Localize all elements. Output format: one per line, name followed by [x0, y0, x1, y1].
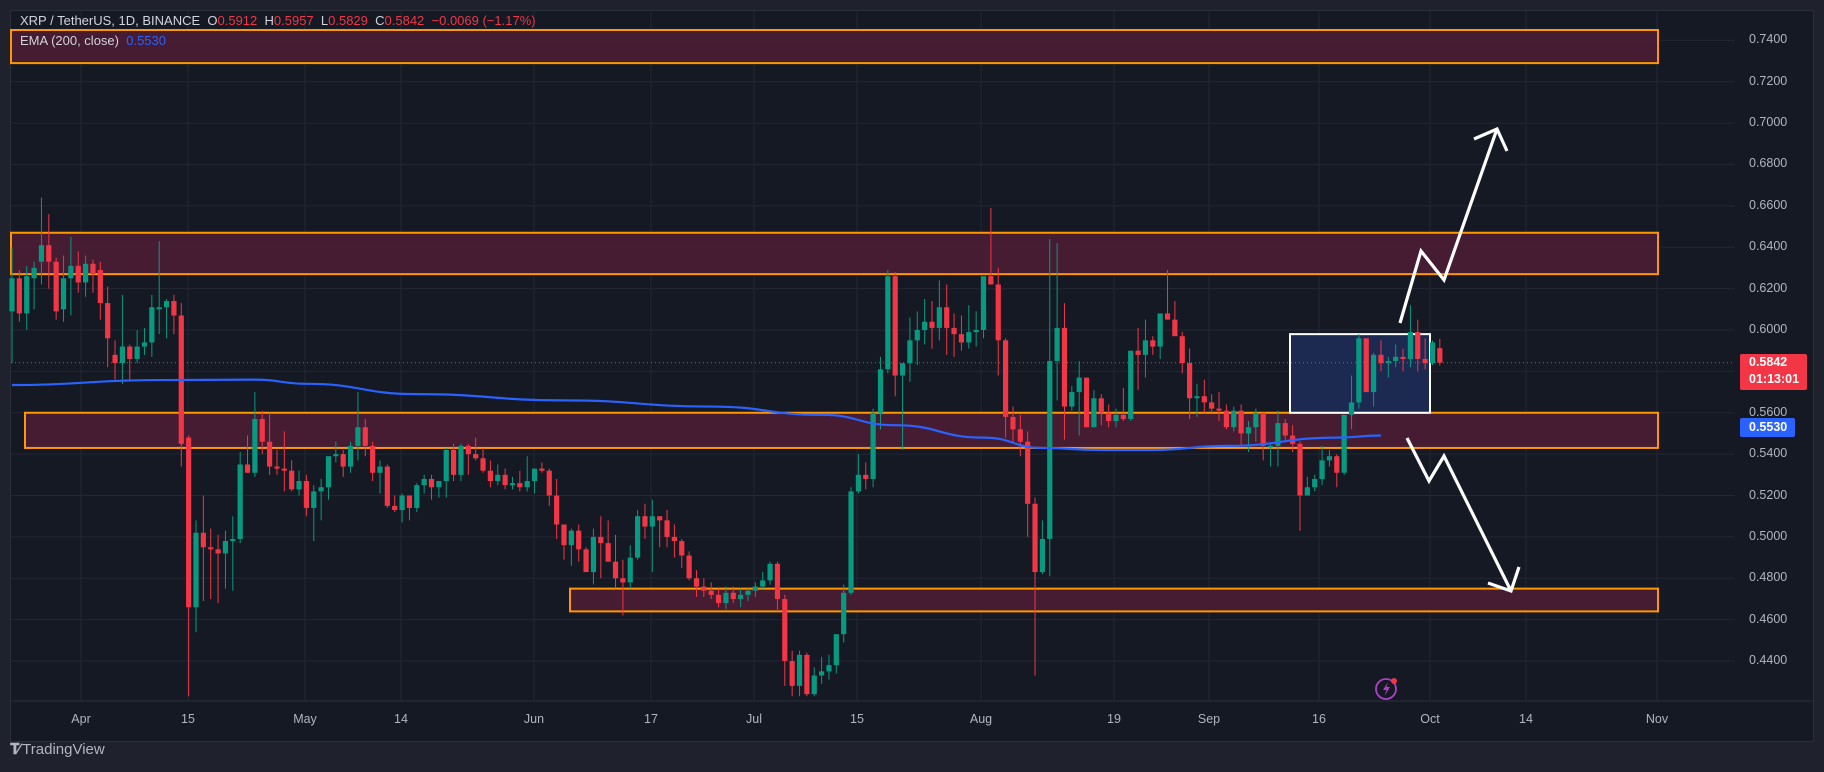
time-tick-label: Apr — [71, 712, 91, 726]
ema-200-line — [11, 378, 1381, 452]
time-tick-label: Oct — [1420, 712, 1440, 726]
price-tick-label: 0.4800 — [1749, 570, 1788, 585]
high-value: 0.5957 — [273, 13, 314, 28]
price-tick-label: 0.4400 — [1749, 653, 1788, 668]
zone-resistance[interactable] — [10, 231, 1659, 276]
time-tick-label: 15 — [181, 712, 195, 726]
price-tick-label: 0.7400 — [1749, 32, 1788, 47]
time-tick-label: Nov — [1645, 712, 1669, 726]
close-value: 0.5842 — [384, 13, 425, 28]
time-tick-label: Jul — [746, 712, 762, 726]
high-label: H — [264, 13, 274, 28]
open-value: 0.5912 — [217, 13, 258, 28]
symbol-legend[interactable]: XRP / TetherUS, 1D, BINANCE O0.5912 H0.5… — [20, 13, 536, 28]
candlesticks — [9, 197, 1443, 697]
ema-value: 0.5530 — [126, 33, 166, 48]
last-price-value: 0.5842 — [1749, 355, 1788, 369]
arrow-annotations[interactable] — [1398, 126, 1521, 594]
time-tick-label: 16 — [1312, 712, 1326, 726]
price-tick-label: 0.7200 — [1749, 73, 1788, 88]
bearish-arrow — [1405, 437, 1513, 592]
time-tick-label: Aug — [969, 712, 993, 726]
price-tick-label: 0.5200 — [1749, 487, 1788, 502]
time-tick-label: 14 — [394, 712, 408, 726]
price-tick-label: 0.5400 — [1749, 446, 1788, 461]
symbol-title: XRP / TetherUS, 1D, BINANCE — [20, 13, 201, 28]
price-tick-label: 0.6200 — [1749, 280, 1788, 295]
price-tick-label: 0.7000 — [1749, 115, 1788, 130]
bar-countdown: 01:13:01 — [1749, 372, 1800, 386]
bullish-arrowhead — [1473, 126, 1509, 152]
time-tick-label: 19 — [1107, 712, 1121, 726]
price-tick-label: 0.6000 — [1749, 322, 1788, 336]
tradingview-logo-icon: 𝐓∕ — [10, 741, 20, 758]
price-tick-label: 0.6400 — [1749, 239, 1788, 254]
ema-label: EMA (200, close) — [20, 33, 119, 48]
open-label: O — [207, 13, 218, 28]
lightning-icon[interactable] — [1374, 675, 1400, 706]
ema-legend[interactable]: EMA (200, close) 0.5530 — [20, 33, 166, 48]
last-price-tag: 0.5842 01:13:01 — [1740, 354, 1807, 390]
low-label: L — [320, 13, 329, 28]
time-tick-label: Jun — [523, 712, 545, 726]
zones[interactable] — [10, 28, 1659, 613]
time-tick-label: May — [293, 712, 317, 726]
close-label: C — [375, 13, 385, 28]
tradingview-logo[interactable]: 𝐓∕ TradingView — [10, 741, 105, 758]
bullish-arrow — [1398, 128, 1499, 324]
ema-price-tag: 0.5530 — [1740, 418, 1795, 437]
price-tick-label: 0.6600 — [1749, 197, 1788, 212]
price-tick-label: 0.5600 — [1749, 404, 1788, 419]
low-value: 0.5829 — [328, 13, 368, 28]
price-tick-label: 0.6800 — [1749, 156, 1788, 171]
change-value: −0.0069 (−1.17%) — [431, 13, 536, 28]
zone-resistance-top[interactable] — [10, 28, 1659, 65]
price-tick-label: 0.4600 — [1749, 611, 1788, 626]
bearish-arrowhead — [1487, 566, 1521, 594]
time-tick-label: 15 — [850, 712, 864, 726]
time-tick-label: 14 — [1519, 712, 1533, 726]
price-tick-label: 0.5000 — [1749, 528, 1788, 543]
tradingview-logo-text: TradingView — [22, 741, 105, 758]
zone-support[interactable] — [24, 411, 1659, 449]
time-tick-label: 17 — [644, 712, 658, 726]
time-tick-label: Sep — [1197, 712, 1221, 726]
